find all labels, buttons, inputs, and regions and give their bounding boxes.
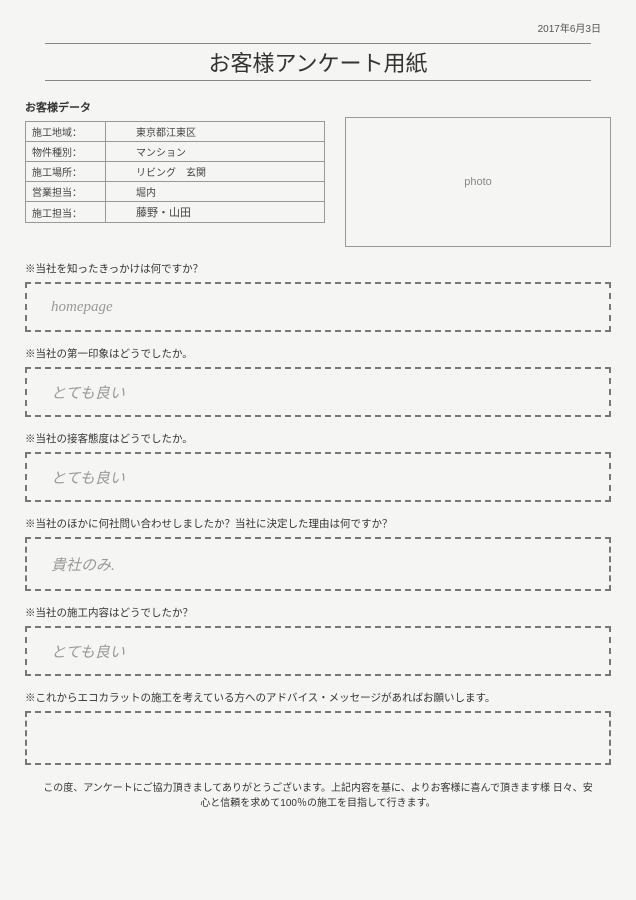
answer-1: homepage [51,299,113,316]
title-container: お客様アンケート用紙 [25,43,611,81]
answer-5: とても良い [51,641,125,662]
answer-box-4: 貴社のみ. [25,537,611,591]
field-value: 堀内 [106,182,325,202]
question-5: ※当社の施工内容はどうでしたか？ [25,605,611,620]
answer-3: とても良い [51,467,125,488]
answer-box-3: とても良い [25,452,611,502]
field-value: マンション [106,142,325,162]
photo-label: photo [464,176,492,188]
field-label: 施工担当： [26,202,106,223]
page-title: お客様アンケート用紙 [45,43,591,81]
table-row: 施工地域： 東京都江東区 [26,122,325,142]
field-label: 施工地域： [26,122,106,142]
answer-2: とても良い [51,382,125,403]
field-label: 施工場所： [26,162,106,182]
answer-4: 貴社のみ. [51,554,115,575]
answer-box-5: とても良い [25,626,611,676]
question-1: ※当社を知ったきっかけは何ですか？ [25,261,611,276]
table-row: 施工担当： 藤野・山田 [26,202,325,223]
field-label: 営業担当： [26,182,106,202]
field-value-handwritten: 藤野・山田 [106,202,325,223]
question-4: ※当社のほかに何社問い合わせしましたか？当社に決定した理由は何ですか？ [25,516,611,531]
table-row: 施工場所： リビング 玄関 [26,162,325,182]
question-2: ※当社の第一印象はどうでしたか。 [25,346,611,361]
document-date: 2017年6月3日 [25,20,611,35]
field-label: 物件種別： [26,142,106,162]
photo-placeholder: photo [345,117,611,247]
data-heading: お客様データ [25,99,325,115]
question-6: ※これからエコカラットの施工を考えている方へのアドバイス・メッセージがあればお願… [25,690,611,705]
field-value: リビング 玄関 [106,162,325,182]
customer-data-block: お客様データ 施工地域： 東京都江東区 物件種別： マンション 施工場所： リビ… [25,99,325,247]
answer-box-2: とても良い [25,367,611,417]
top-section: お客様データ 施工地域： 東京都江東区 物件種別： マンション 施工場所： リビ… [25,99,611,247]
customer-data-table: 施工地域： 東京都江東区 物件種別： マンション 施工場所： リビング 玄関 営… [25,121,325,223]
question-3: ※当社の接客態度はどうでしたか。 [25,431,611,446]
answer-box-1: homepage [25,282,611,332]
answer-box-6 [25,711,611,765]
table-row: 営業担当： 堀内 [26,182,325,202]
footer-message: この度、アンケートにご協力頂きましてありがとうございます。上記内容を基に、よりお… [25,781,611,811]
field-value: 東京都江東区 [106,122,325,142]
table-row: 物件種別： マンション [26,142,325,162]
